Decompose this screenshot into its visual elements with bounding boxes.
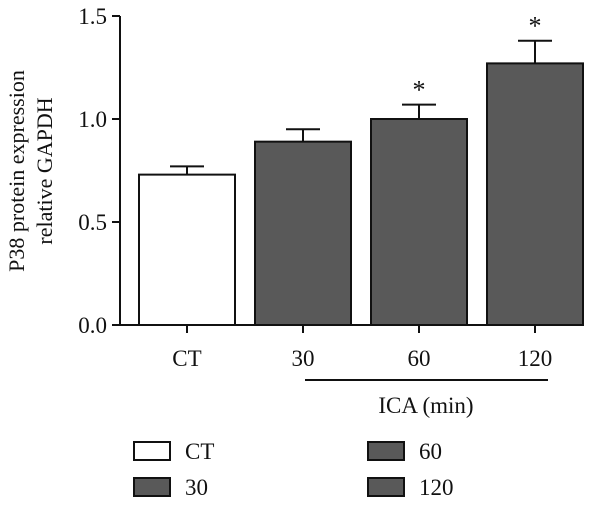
x-group-label: ICA (min) <box>378 393 473 418</box>
legend-label-60: 60 <box>419 439 442 464</box>
bars: CT 30 60 * 120 * <box>138 12 584 371</box>
y-axis-title: P38 protein expression relative GAPDH <box>4 70 57 272</box>
x-tick-label-120: 120 <box>518 346 553 371</box>
legend-label-30: 30 <box>185 475 208 500</box>
y-tick-label: 1.5 <box>78 4 107 29</box>
significance-marker: * <box>529 12 542 41</box>
bar-60 <box>370 118 468 326</box>
x-tick-label-30: 30 <box>292 346 315 371</box>
legend-swatch-120 <box>367 477 405 497</box>
legend-swatch-CT <box>133 441 171 461</box>
legend-swatch-30 <box>133 477 171 497</box>
y-tick-label: 1.0 <box>78 107 107 132</box>
x-tick-label-60: 60 <box>408 346 431 371</box>
legend: CT 60 30 120 <box>133 439 454 500</box>
x-group: ICA (min) <box>305 379 548 418</box>
legend-label-120: 120 <box>419 475 454 500</box>
bar-30 <box>254 140 352 326</box>
y-tick-label: 0.0 <box>78 313 107 338</box>
bar-120 <box>486 62 584 326</box>
legend-swatch-60 <box>367 441 405 461</box>
legend-label-CT: CT <box>185 439 214 464</box>
bar-CT <box>138 173 236 326</box>
y-axis-title-line-1: P38 protein expression <box>4 70 29 272</box>
y-tick-label: 0.5 <box>78 210 107 235</box>
x-tick-label-CT: CT <box>172 346 201 371</box>
significance-marker: * <box>413 76 426 105</box>
y-axis-title-line-2: relative GAPDH <box>32 97 57 244</box>
